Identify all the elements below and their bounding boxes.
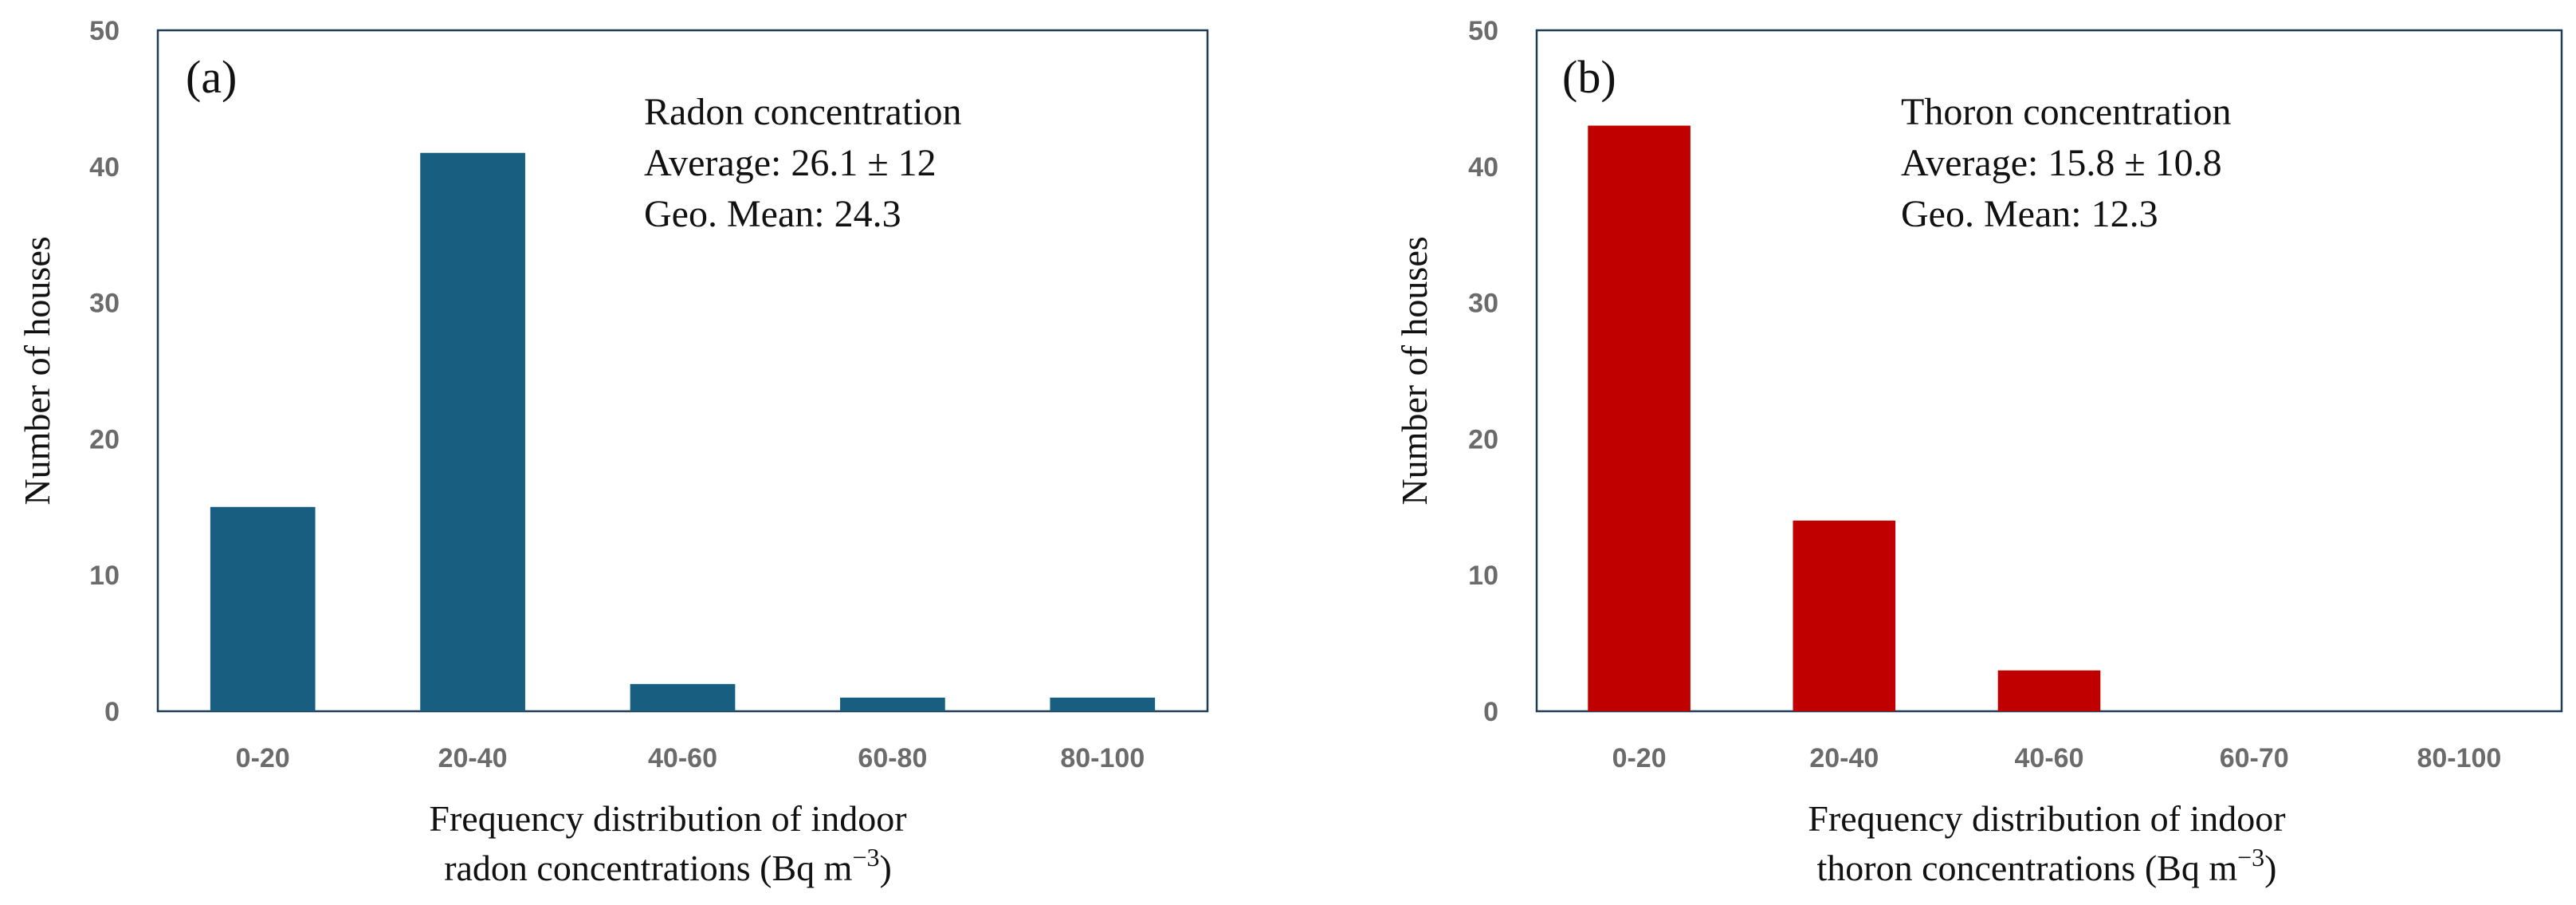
x-axis-title-close: ) — [2264, 848, 2276, 888]
chart-panel-b: 0 10 20 30 40 50 0-20 20-40 40-60 60-70 80-100 Numb… — [1394, 16, 2563, 888]
annotation-line: Geo. Mean: 12.3 — [1901, 193, 2158, 235]
y-axis-title: Number of houses — [17, 236, 57, 505]
annotation-line: Average: 26.1 ± 12 — [644, 142, 937, 184]
x-tick-label: 0-20 — [236, 743, 290, 773]
chart-panel-a: 0 10 20 30 40 50 0-20 20-40 40-60 60-80 80-100 Numb… — [17, 16, 1209, 888]
x-tick-label: 60-80 — [858, 743, 927, 773]
panel-label: (b) — [1562, 51, 1616, 103]
x-axis-title-line1: Frequency distribution of indoor — [1808, 798, 2285, 839]
annotation-line: Geo. Mean: 24.3 — [644, 193, 901, 235]
x-tick-label: 20-40 — [438, 743, 508, 773]
y-tick-label: 0 — [104, 697, 120, 727]
bar-40-60 — [1997, 670, 2101, 711]
bar-20-40 — [420, 152, 525, 712]
x-tick-label: 80-100 — [1060, 743, 1145, 773]
bar-60-80 — [840, 697, 945, 711]
x-axis-title-line2: thoron concentrations (Bq m−3) — [1817, 843, 2277, 888]
bar-0-20 — [1588, 125, 1690, 711]
x-tick-label: 40-60 — [2015, 743, 2084, 773]
x-axis-title-line1: Frequency distribution of indoor — [429, 798, 906, 839]
y-axis-title: Number of houses — [1394, 236, 1435, 505]
y-tick-label: 40 — [89, 152, 120, 183]
y-tick-label: 30 — [1468, 289, 1498, 319]
x-axis-title-superscript: −3 — [852, 843, 879, 872]
x-tick-label: 60-70 — [2220, 743, 2289, 773]
bar-20-40 — [1793, 520, 1896, 711]
bar-40-60 — [630, 683, 736, 711]
annotation-line: Radon concentration — [644, 91, 962, 133]
x-axis-title-line2: radon concentrations (Bq m−3) — [444, 843, 892, 888]
annotation-line: Average: 15.8 ± 10.8 — [1901, 142, 2222, 184]
y-tick-label: 30 — [89, 289, 120, 319]
y-tick-label: 50 — [89, 16, 120, 46]
x-tick-label: 0-20 — [1612, 743, 1667, 773]
bar-80-100 — [1050, 697, 1156, 711]
x-tick-label: 20-40 — [1809, 743, 1879, 773]
x-axis-title-superscript: −3 — [2237, 843, 2264, 872]
panel-label: (a) — [186, 51, 237, 103]
y-tick-label: 10 — [1468, 561, 1498, 591]
x-axis-title-close: ) — [879, 848, 891, 888]
y-tick-label: 10 — [89, 561, 120, 591]
y-tick-label: 20 — [1468, 424, 1498, 454]
x-axis-title-main: thoron concentrations (Bq m — [1817, 848, 2238, 888]
y-tick-label: 40 — [1468, 152, 1498, 183]
x-tick-label: 40-60 — [648, 743, 717, 773]
bar-0-20 — [210, 506, 316, 711]
annotation-line: Thoron concentration — [1901, 91, 2232, 133]
y-tick-label: 0 — [1483, 697, 1498, 727]
y-tick-label: 20 — [89, 424, 120, 454]
x-axis-title-main: radon concentrations (Bq m — [444, 848, 852, 888]
x-tick-label: 80-100 — [2417, 743, 2501, 773]
y-tick-label: 50 — [1468, 16, 1498, 46]
